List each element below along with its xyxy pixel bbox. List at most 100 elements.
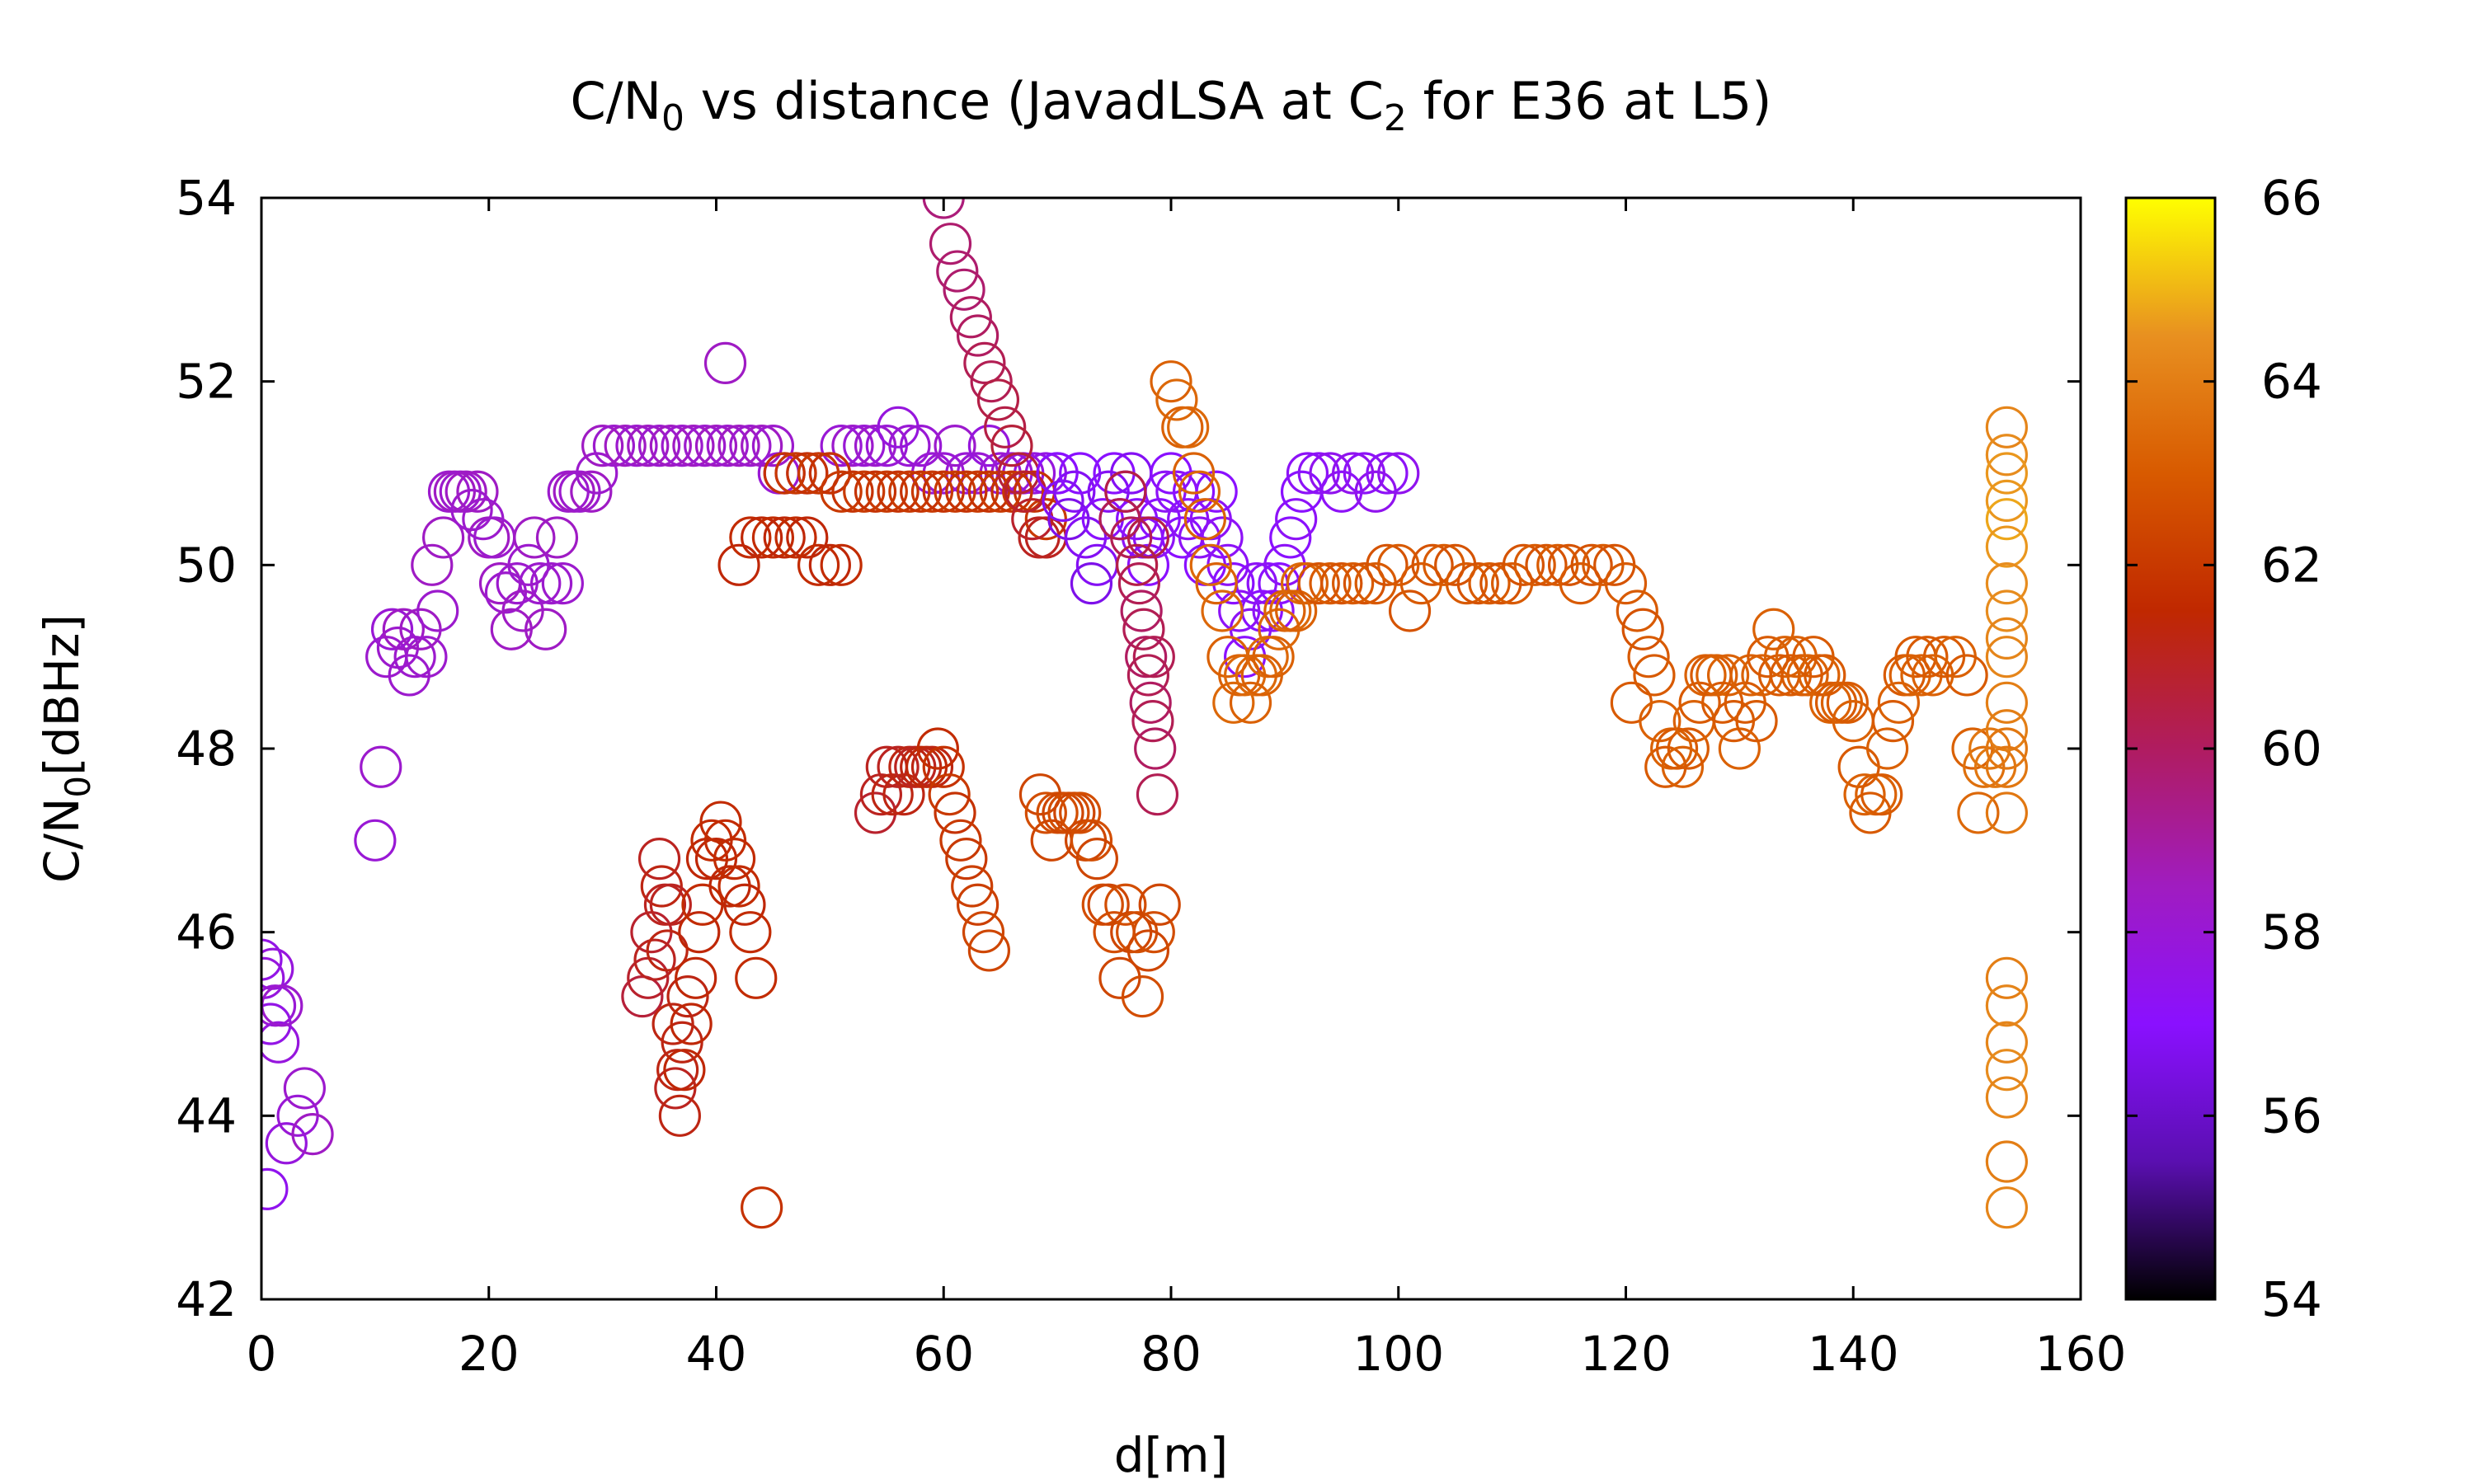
x-tick-label: 100 <box>1352 1326 1444 1382</box>
data-point <box>1786 654 1829 697</box>
data-point <box>658 1094 701 1137</box>
data-point <box>1286 561 1329 605</box>
data-point <box>1252 589 1295 632</box>
data-point <box>990 470 1033 513</box>
data-point <box>990 424 1033 467</box>
data-point <box>1985 791 2028 834</box>
data-point <box>1985 1076 2028 1119</box>
data-point <box>1053 470 1096 513</box>
chart-title: C/N0 vs distance (JavadLSA at C2 for E36… <box>570 71 1771 139</box>
data-point <box>984 406 1027 448</box>
data-point <box>1125 636 1168 679</box>
data-point <box>649 424 692 467</box>
y-tick-label: 48 <box>176 721 237 777</box>
data-point <box>713 837 756 881</box>
data-point <box>1860 773 1903 816</box>
data-point <box>1024 791 1067 834</box>
data-point <box>962 911 1005 954</box>
data-point <box>943 268 985 311</box>
data-point <box>513 516 556 559</box>
x-tick-label: 120 <box>1580 1326 1672 1382</box>
data-point <box>1985 984 2028 1027</box>
data-point <box>1985 479 2028 523</box>
data-point <box>581 424 624 467</box>
data-point <box>1150 360 1192 403</box>
data-point <box>661 1021 703 1064</box>
data-point <box>1104 470 1147 513</box>
data-point <box>1985 617 2028 660</box>
data-point <box>1843 773 1886 816</box>
data-point <box>1104 883 1147 926</box>
data-point <box>1388 589 1432 632</box>
data-point <box>979 470 1022 513</box>
data-point <box>1252 636 1295 679</box>
data-point <box>1297 561 1340 605</box>
data-point <box>1752 608 1795 650</box>
data-point <box>1275 498 1318 541</box>
data-point <box>1735 699 1778 743</box>
data-point <box>393 636 436 679</box>
data-point <box>1269 516 1312 559</box>
data-point <box>370 608 414 650</box>
data-point <box>1661 745 1705 788</box>
data-point <box>1212 681 1255 724</box>
data-point <box>261 938 283 981</box>
data-point <box>865 470 908 513</box>
data-point <box>678 911 721 954</box>
data-point <box>949 296 992 339</box>
data-point <box>922 198 965 219</box>
data-point <box>405 636 448 679</box>
data-point <box>261 1167 289 1210</box>
data-point <box>717 543 760 586</box>
data-point <box>1366 452 1409 495</box>
data-point <box>763 452 806 495</box>
x-axis-label: d[m] <box>1114 1427 1229 1483</box>
data-point <box>663 1049 706 1092</box>
data-point <box>1117 561 1160 605</box>
data-point <box>843 470 886 513</box>
data-point <box>1513 543 1556 586</box>
y-tick-label: 42 <box>176 1271 237 1327</box>
data-point <box>694 424 738 467</box>
x-tick-label: 160 <box>2035 1326 2127 1382</box>
data-point <box>970 360 1013 403</box>
data-point <box>1945 654 1988 697</box>
colorbar <box>2124 196 2217 1301</box>
data-point <box>1616 589 1658 632</box>
data-point <box>1286 452 1329 495</box>
data-point <box>1633 654 1676 697</box>
data-point <box>1132 636 1175 679</box>
data-point <box>684 424 727 467</box>
data-point <box>910 470 954 513</box>
data-point <box>1985 636 2028 679</box>
data-point <box>1136 773 1179 816</box>
data-point <box>922 745 965 788</box>
data-point <box>1985 1021 2028 1064</box>
data-point <box>651 1003 694 1045</box>
data-point <box>774 452 817 495</box>
data-point <box>916 727 959 770</box>
data-point <box>957 470 999 513</box>
data-point <box>976 378 1020 421</box>
data-point <box>957 314 999 357</box>
data-point <box>1087 883 1130 926</box>
data-point <box>751 424 795 467</box>
colorbar-tick-label: 54 <box>2261 1271 2322 1327</box>
data-point <box>654 1067 697 1110</box>
data-point <box>627 424 670 467</box>
y-axis-label: C/N0[dBHz] <box>34 614 98 883</box>
x-axis: 0 20 40 60 80 100 120 140 160 <box>247 198 2127 1382</box>
data-point <box>1866 727 1909 770</box>
data-point <box>1985 452 2028 495</box>
data-point <box>1183 498 1226 541</box>
colorbar-tick-label: 62 <box>2261 537 2322 593</box>
y-tick-label: 52 <box>176 354 237 410</box>
data-point <box>1957 791 2000 834</box>
data-point <box>967 929 1011 972</box>
data-point <box>1667 727 1710 770</box>
data-point <box>729 911 772 954</box>
data-point <box>681 883 724 926</box>
data-point <box>877 745 920 788</box>
data-point <box>685 837 729 881</box>
